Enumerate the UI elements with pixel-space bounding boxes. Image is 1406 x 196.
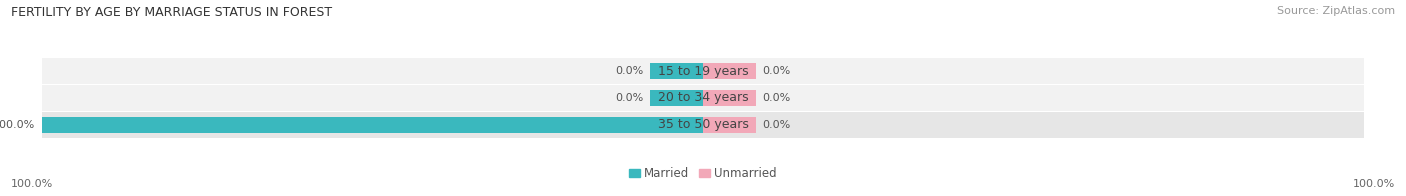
- Text: 100.0%: 100.0%: [11, 179, 53, 189]
- Bar: [650, 90, 703, 106]
- Text: 100.0%: 100.0%: [0, 120, 35, 130]
- Text: 20 to 34 years: 20 to 34 years: [658, 92, 748, 104]
- Bar: [703, 117, 756, 133]
- Text: 15 to 19 years: 15 to 19 years: [658, 64, 748, 78]
- Bar: [42, 58, 1364, 84]
- Bar: [42, 112, 1364, 138]
- Text: 0.0%: 0.0%: [616, 66, 644, 76]
- Text: 0.0%: 0.0%: [616, 93, 644, 103]
- Bar: [42, 85, 1364, 111]
- Text: FERTILITY BY AGE BY MARRIAGE STATUS IN FOREST: FERTILITY BY AGE BY MARRIAGE STATUS IN F…: [11, 6, 332, 19]
- Bar: [703, 90, 756, 106]
- Bar: [42, 117, 703, 133]
- Bar: [650, 63, 703, 79]
- Text: 100.0%: 100.0%: [1353, 179, 1395, 189]
- Text: 35 to 50 years: 35 to 50 years: [658, 118, 748, 132]
- Text: 0.0%: 0.0%: [762, 120, 790, 130]
- Text: 0.0%: 0.0%: [762, 93, 790, 103]
- Legend: Married, Unmarried: Married, Unmarried: [624, 162, 782, 185]
- Bar: [703, 63, 756, 79]
- Text: Source: ZipAtlas.com: Source: ZipAtlas.com: [1277, 6, 1395, 16]
- Text: 0.0%: 0.0%: [762, 66, 790, 76]
